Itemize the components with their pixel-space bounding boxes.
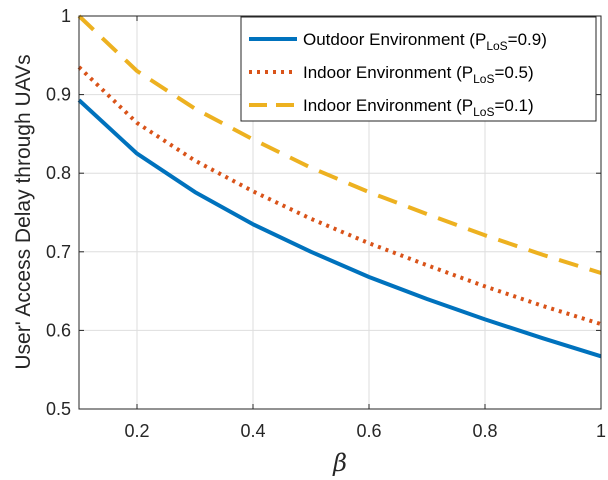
x-tick-label: 0.8 <box>472 421 497 441</box>
y-tick-label: 0.8 <box>46 163 71 183</box>
legend: Outdoor Environment (PLoS=0.9) Indoor Env… <box>240 16 597 122</box>
plot-frame <box>78 15 602 410</box>
series-line-1 <box>77 98 602 359</box>
x-tick-label: 0.6 <box>356 421 381 441</box>
legend-label-2: Indoor Environment (PLoS=0.5) <box>303 63 534 86</box>
x-tick-label: 0.4 <box>240 421 265 441</box>
x-tick-label: 1 <box>596 421 606 441</box>
y-tick-label: 0.5 <box>46 399 71 419</box>
legend-box <box>240 16 597 122</box>
y-tick-label: 0.6 <box>46 320 71 340</box>
series-line-3 <box>77 14 602 275</box>
legend-label-3: Indoor Environment (PLoS=0.1) <box>303 96 534 119</box>
y-tick-label: 0.7 <box>46 242 71 262</box>
y-axis-label: User' Access Delay through UAVs <box>12 54 35 369</box>
y-tick-label: 1 <box>61 6 71 26</box>
x-tick-label: 0.2 <box>124 421 149 441</box>
series-line-2 <box>77 65 602 327</box>
legend-label-1: Outdoor Environment (PLoS=0.9) <box>303 30 547 53</box>
y-tick-label: 0.9 <box>46 85 71 105</box>
series-layer <box>77 14 602 359</box>
x-axis-label: β <box>332 449 347 477</box>
